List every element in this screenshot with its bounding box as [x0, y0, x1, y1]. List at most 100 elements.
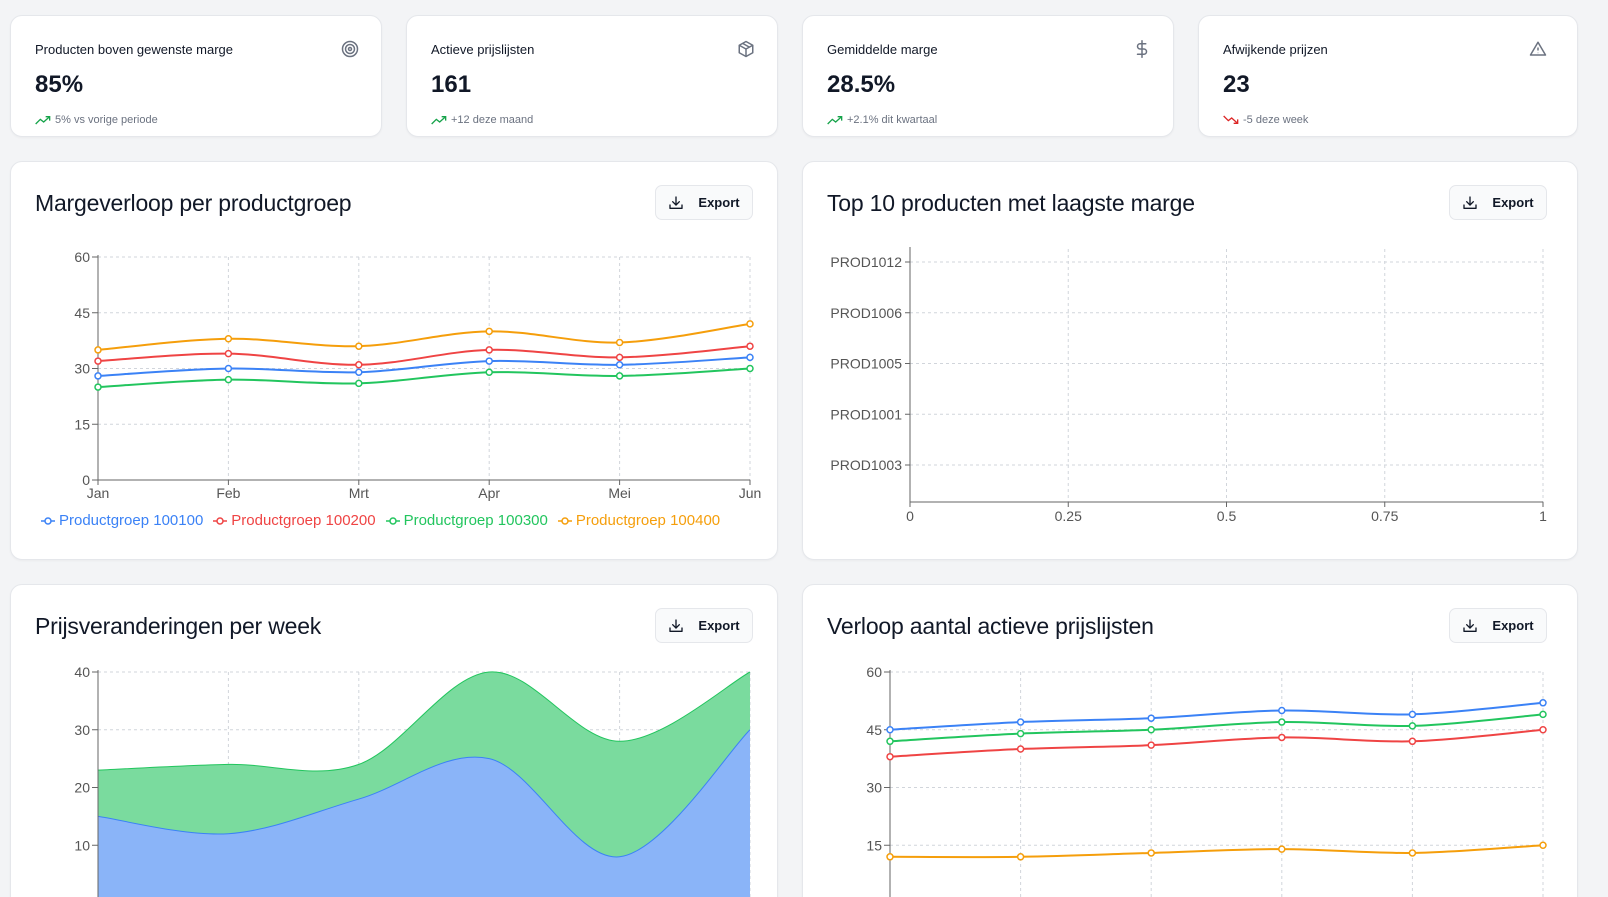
data-point — [1016, 853, 1025, 861]
kpi-trend-text: +12 deze maand — [451, 114, 534, 126]
series-line — [889, 713, 1544, 743]
kpi-value: 85% — [35, 71, 84, 98]
kpi-card-pricelists: Actieve prijslijsten 161 +12 deze maand — [406, 15, 778, 137]
x-tick-label: 0 — [906, 508, 914, 524]
data-point — [485, 357, 493, 365]
y-tick-label: 45 — [74, 305, 90, 321]
series-line — [889, 701, 1544, 731]
kpi-label: Gemiddelde marge — [827, 42, 938, 57]
data-point — [1278, 718, 1286, 726]
legend-marker-icon — [213, 516, 228, 525]
x-tick-label: Apr — [478, 485, 500, 501]
warning-icon — [1529, 41, 1547, 56]
data-point — [1278, 845, 1286, 853]
kpi-card-margin: Gemiddelde marge 28.5% +2.1% dit kwartaa… — [802, 15, 1174, 137]
panel-lowest-margin: Top 10 producten met laagste marge Expor… — [802, 161, 1578, 560]
data-point — [1539, 841, 1547, 849]
trending-up-icon — [827, 116, 843, 125]
data-point — [485, 327, 493, 336]
data-point — [94, 346, 102, 354]
legend-marker-icon — [557, 516, 572, 525]
data-point — [886, 752, 894, 761]
data-point — [224, 349, 233, 358]
data-point — [746, 342, 754, 350]
series-line — [889, 728, 1544, 758]
export-label: Export — [1492, 618, 1534, 633]
data-point — [1278, 733, 1286, 742]
area-line — [97, 729, 751, 858]
x-tick-label: Mei — [608, 485, 631, 501]
series-line — [97, 322, 751, 351]
data-point — [224, 335, 233, 343]
data-point — [746, 353, 754, 362]
legend-marker-icon — [385, 516, 400, 525]
panel-title: Margeverloop per productgroep — [35, 190, 352, 216]
data-point — [615, 372, 624, 380]
kpi-value: 28.5% — [827, 71, 896, 98]
y-tick-label: 15 — [866, 837, 882, 853]
chart-legend: Productgroep 100100 Productgroep 100200 Pr… — [41, 512, 720, 529]
y-tick-label: 60 — [74, 249, 90, 265]
x-tick-label: Mrt — [349, 485, 369, 501]
data-point — [886, 737, 894, 746]
legend-item[interactable]: Productgroep 100300 — [385, 512, 548, 529]
export-button[interactable]: Export — [655, 608, 753, 643]
data-point — [1016, 718, 1025, 726]
data-point — [1539, 710, 1547, 719]
y-tick-label: PROD1006 — [830, 305, 902, 321]
kpi-card-deviating: Afwijkende prijzen 23 -5 deze week — [1198, 15, 1578, 137]
export-button[interactable]: Export — [1449, 185, 1547, 220]
data-point — [615, 338, 624, 347]
kpi-card-target: Producten boven gewenste marge 85% 5% vs… — [10, 15, 382, 137]
target-icon — [341, 40, 359, 58]
data-point — [886, 726, 894, 734]
data-point — [615, 361, 624, 369]
data-point — [615, 353, 624, 362]
pricelists-line-chart: 15 30 45 60 — [866, 664, 1547, 897]
data-point — [355, 368, 363, 376]
legend-item[interactable]: Productgroep 100400 — [557, 512, 721, 529]
box-icon — [738, 40, 754, 58]
download-icon — [1463, 195, 1478, 209]
kpi-label: Afwijkende prijzen — [1223, 42, 1328, 57]
data-point — [1147, 714, 1155, 722]
series-line — [97, 367, 751, 389]
x-tick-label: 0.25 — [1055, 508, 1082, 524]
panel-price-changes: Prijsveranderingen per week Export 10 20 3… — [10, 584, 778, 897]
data-point — [355, 342, 363, 350]
legend-item[interactable]: Productgroep 100200 — [213, 512, 376, 529]
legend-label: Productgroep 100400 — [575, 512, 721, 529]
legend-item[interactable]: Productgroep 100100 — [41, 512, 203, 529]
export-label: Export — [698, 195, 740, 210]
y-tick-label: 0 — [82, 472, 90, 488]
legend-label: Productgroep 100200 — [231, 512, 376, 529]
kpi-trend-text: -5 deze week — [1243, 114, 1309, 126]
data-point — [355, 379, 363, 388]
area-line — [97, 671, 751, 772]
y-tick-label: 60 — [866, 664, 882, 680]
kpi-trend: +12 deze maand — [431, 114, 533, 126]
trending-down-icon — [1223, 115, 1239, 124]
data-point — [746, 320, 754, 328]
y-tick-label: PROD1001 — [830, 406, 902, 422]
download-icon — [669, 195, 684, 209]
series-line — [97, 356, 751, 377]
kpi-trend: 5% vs vorige periode — [35, 114, 158, 126]
data-point — [1147, 849, 1155, 857]
data-point — [746, 364, 754, 373]
export-button[interactable]: Export — [655, 185, 753, 220]
y-tick-label: 10 — [74, 837, 90, 853]
kpi-trend: +2.1% dit kwartaal — [827, 114, 937, 126]
export-button[interactable]: Export — [1449, 608, 1547, 643]
data-point — [224, 364, 233, 373]
download-icon — [1463, 618, 1478, 632]
data-point — [94, 372, 102, 380]
area-series — [98, 729, 750, 897]
export-label: Export — [1492, 195, 1534, 210]
y-tick-label: PROD1005 — [830, 356, 902, 372]
margin-line-chart: 0 15 30 45 60 Jan Feb Mrt Apr Mei Jun — [74, 249, 761, 501]
data-point — [1539, 699, 1547, 707]
y-tick-label: 30 — [74, 722, 90, 738]
data-point — [1408, 737, 1417, 746]
panel-title: Top 10 producten met laagste marge — [827, 190, 1195, 216]
